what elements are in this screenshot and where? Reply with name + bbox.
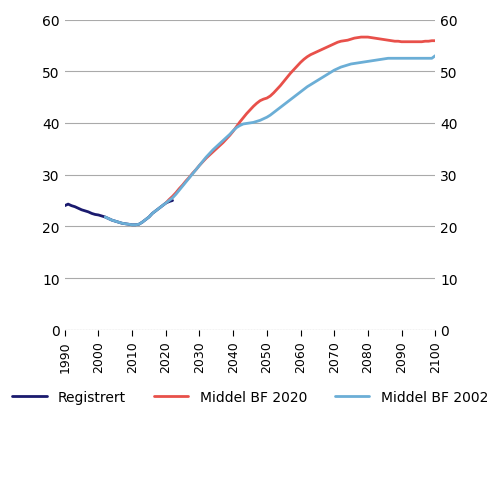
Middel BF 2020 [163,201,169,206]
Middel BF 2002 [432,54,438,60]
Registrert [106,216,112,222]
Registrert [170,198,175,204]
Registrert [160,204,166,209]
Registrert [92,212,98,218]
Registrert [119,221,125,227]
Registrert [112,219,118,225]
Registrert [156,206,162,212]
Legend: Registrert, Middel BF 2020, Middel BF 2002: Registrert, Middel BF 2020, Middel BF 20… [6,385,494,410]
Middel BF 2002 [280,103,286,108]
Registrert [122,221,128,227]
Registrert [78,207,84,213]
Middel BF 2002 [206,151,212,157]
Registrert [163,201,169,206]
Registrert [126,222,132,228]
Registrert [65,202,71,207]
Registrert [72,204,78,210]
Middel BF 2002 [270,110,276,116]
Registrert [132,222,138,228]
Registrert [75,206,81,212]
Middel BF 2002 [365,60,371,65]
Line: Middel BF 2020: Middel BF 2020 [166,38,435,204]
Middel BF 2020 [398,40,404,46]
Middel BF 2002 [102,215,108,220]
Registrert [62,204,68,209]
Registrert [150,211,156,217]
Registrert [109,218,115,224]
Middel BF 2002 [129,222,135,228]
Line: Registrert: Registrert [65,201,172,225]
Middel BF 2020 [358,35,364,41]
Registrert [166,199,172,205]
Line: Middel BF 2002: Middel BF 2002 [105,57,435,225]
Registrert [88,211,94,217]
Registrert [116,220,121,226]
Registrert [129,222,135,228]
Middel BF 2020 [331,42,337,48]
Registrert [146,215,152,220]
Registrert [68,204,74,209]
Middel BF 2020 [311,51,317,57]
Registrert [152,208,158,214]
Middel BF 2002 [183,180,189,185]
Middel BF 2002 [193,167,199,173]
Middel BF 2020 [365,35,371,41]
Registrert [102,215,108,220]
Registrert [99,214,105,219]
Registrert [136,222,142,228]
Middel BF 2020 [408,40,414,46]
Middel BF 2020 [432,39,438,45]
Registrert [96,213,102,218]
Middel BF 2020 [385,38,391,44]
Registrert [86,210,91,216]
Registrert [82,208,88,214]
Registrert [142,217,148,223]
Registrert [139,220,145,226]
